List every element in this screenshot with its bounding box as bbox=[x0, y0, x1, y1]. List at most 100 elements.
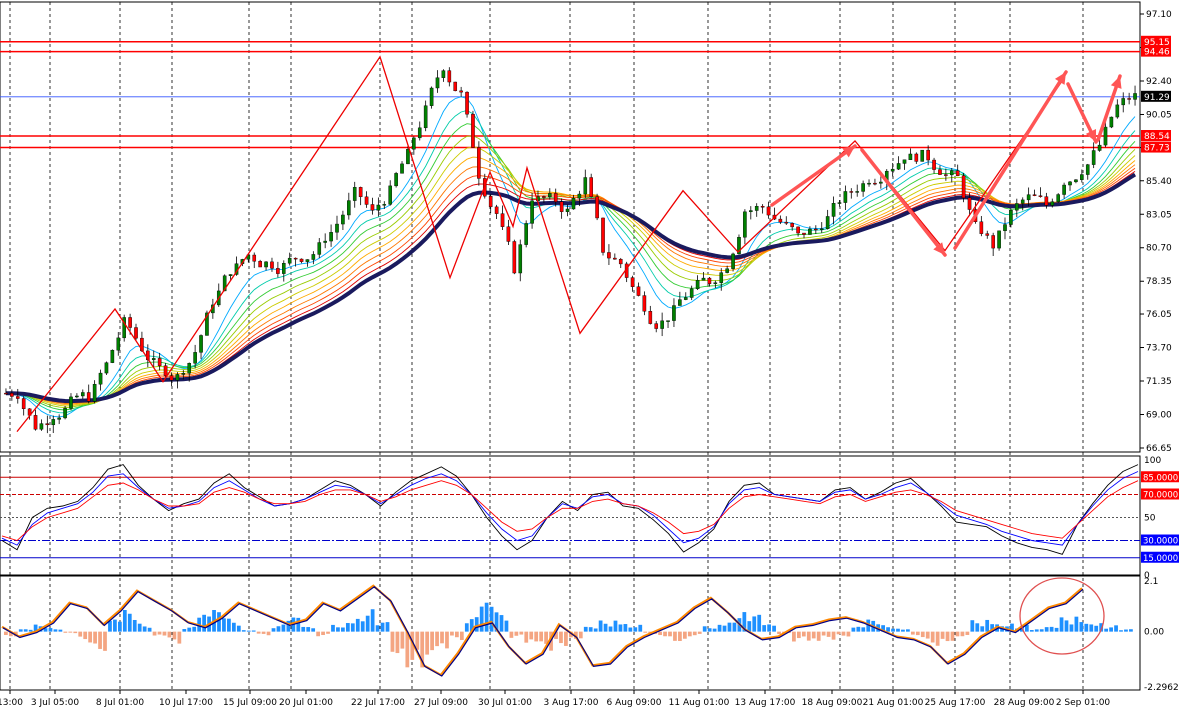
hist-bar-neg bbox=[410, 631, 415, 660]
candle-up bbox=[98, 372, 103, 385]
hist-bar-pos bbox=[132, 619, 137, 632]
candle-up bbox=[701, 277, 706, 281]
x-tick-label: 3 Aug 17:00 bbox=[544, 698, 599, 708]
hist-bar-neg bbox=[316, 631, 320, 637]
candle-up bbox=[1074, 179, 1078, 183]
hist-bar-pos bbox=[147, 627, 152, 632]
hist-bar-neg bbox=[821, 631, 826, 636]
y-tick-label: 80.70 bbox=[1146, 244, 1172, 254]
candle-down bbox=[790, 223, 794, 228]
hist-bar-neg bbox=[564, 631, 568, 646]
candle-up bbox=[660, 320, 664, 329]
hist-bar-neg bbox=[321, 631, 325, 635]
candle-up bbox=[39, 423, 44, 430]
candle-up bbox=[305, 259, 310, 262]
x-tick-label: 11 Aug 01:00 bbox=[669, 698, 730, 708]
signal-line-blue bbox=[2, 586, 1084, 677]
hist-bar-pos bbox=[236, 625, 241, 632]
hist-bar-pos bbox=[504, 620, 509, 632]
hist-bar-pos bbox=[990, 624, 995, 632]
candle-up bbox=[808, 228, 812, 235]
candle-up bbox=[530, 200, 534, 224]
price-box-label: 94.46 bbox=[1144, 48, 1170, 58]
candle-up bbox=[837, 202, 842, 204]
candle-up bbox=[518, 244, 523, 274]
hist-bar-pos bbox=[469, 619, 474, 632]
hist-bar-pos bbox=[762, 625, 767, 632]
candle-down bbox=[477, 147, 481, 179]
hist-bar-neg bbox=[73, 631, 78, 634]
hist-bar-pos bbox=[484, 602, 489, 632]
candle-down bbox=[157, 358, 162, 366]
candle-up bbox=[997, 230, 1001, 249]
hist-bar-neg bbox=[98, 631, 102, 649]
candle-down bbox=[471, 113, 475, 148]
candle-up bbox=[1056, 194, 1060, 202]
candle-down bbox=[33, 415, 38, 430]
hist-bar-neg bbox=[930, 631, 935, 643]
arrowhead bbox=[1110, 76, 1122, 89]
candle-down bbox=[796, 226, 800, 234]
hist-bar-neg bbox=[157, 631, 162, 635]
candle-down bbox=[967, 197, 972, 210]
candle-down bbox=[932, 159, 936, 170]
hist-bar-neg bbox=[920, 631, 925, 638]
x-tick-label: 8 Jul 01:00 bbox=[96, 698, 145, 708]
candle-down bbox=[447, 70, 452, 83]
candle-down bbox=[607, 252, 611, 259]
candle-up bbox=[819, 228, 824, 230]
hist-bar-pos bbox=[727, 622, 732, 632]
candle-up bbox=[672, 305, 676, 321]
hist-bar-neg bbox=[658, 631, 662, 636]
hist-bar-neg bbox=[643, 631, 648, 633]
candle-up bbox=[1115, 104, 1120, 118]
hist-bar-pos bbox=[336, 627, 340, 632]
candle-up bbox=[193, 352, 197, 364]
hist-bar-pos bbox=[896, 628, 900, 632]
hist-bar-neg bbox=[682, 631, 687, 639]
candle-up bbox=[825, 216, 830, 229]
arrowhead bbox=[842, 146, 855, 158]
y-tick-label: 73.70 bbox=[1146, 344, 1172, 354]
candle-down bbox=[512, 241, 517, 274]
x-tick-label: 30 Jul 01:00 bbox=[478, 698, 532, 708]
ma-line bbox=[5, 110, 1136, 414]
hist-bar-pos bbox=[370, 609, 375, 632]
hist-bar-neg bbox=[841, 631, 846, 636]
candle-up bbox=[1080, 174, 1084, 180]
hist-bar-neg bbox=[425, 631, 430, 655]
hist-bar-pos bbox=[1109, 627, 1113, 632]
hist-bar-neg bbox=[792, 631, 796, 642]
hist-bar-pos bbox=[43, 628, 48, 632]
arrowhead bbox=[1054, 72, 1066, 85]
hist-tick-label: 2.1 bbox=[1144, 577, 1158, 587]
hist-bar-neg bbox=[326, 631, 330, 634]
hist-bar-neg bbox=[925, 631, 930, 639]
ma-line bbox=[5, 167, 1136, 403]
hist-bar-pos bbox=[117, 621, 122, 632]
hist-bar-pos bbox=[28, 629, 33, 632]
osc-level-box bbox=[1141, 488, 1179, 500]
hist-bar-neg bbox=[420, 631, 425, 668]
osc-level-box bbox=[1141, 551, 1179, 563]
candle-down bbox=[252, 254, 257, 262]
candle-down bbox=[276, 268, 280, 274]
candle-down bbox=[494, 206, 499, 214]
hist-bar-pos bbox=[1044, 627, 1049, 632]
hist-bar-pos bbox=[1094, 625, 1099, 632]
candle-up bbox=[743, 211, 747, 238]
candle-up bbox=[311, 254, 316, 260]
hist-bar-neg bbox=[915, 631, 920, 636]
osc-level-label: 30.0000 bbox=[1143, 537, 1178, 547]
hist-bar-neg bbox=[395, 631, 400, 654]
hist-bar-pos bbox=[1034, 629, 1039, 632]
x-tick-label: 13 Aug 17:00 bbox=[735, 698, 796, 708]
hist-bar-neg bbox=[801, 631, 806, 637]
hist-bar-pos bbox=[53, 629, 58, 632]
grid bbox=[0, 1, 1141, 691]
hist-bar-pos bbox=[1054, 627, 1059, 632]
hist-bar-pos bbox=[58, 629, 63, 632]
hist-bar-neg bbox=[103, 631, 107, 651]
